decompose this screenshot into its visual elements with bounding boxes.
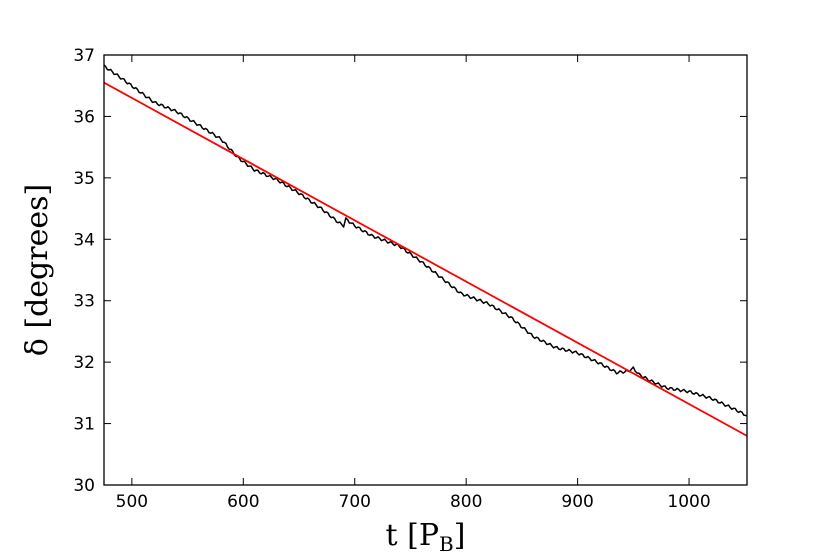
x-tick-label: 500 xyxy=(116,492,148,512)
data-line xyxy=(103,64,748,417)
y-tick-label: 36 xyxy=(73,107,95,127)
y-tick-label: 32 xyxy=(73,353,95,373)
y-axis-title: δ [degrees] xyxy=(20,184,55,356)
y-tick-label: 37 xyxy=(73,46,95,66)
x-axis-title: t [PB] xyxy=(386,518,466,554)
y-tick-label: 34 xyxy=(73,230,95,250)
x-axis-title-close: ] xyxy=(454,518,466,553)
tick-labels-layer: 500 600 700 800 900 1000 30 31 32 33 34 35 36 37 xyxy=(73,46,710,512)
x-tick-label: 900 xyxy=(561,492,593,512)
y-tick-label: 33 xyxy=(73,292,95,312)
y-tick-label: 30 xyxy=(73,476,95,496)
series-layer xyxy=(103,64,748,437)
plot-frame xyxy=(103,54,748,486)
x-tick-label: 1000 xyxy=(667,492,710,512)
x-tick-label: 800 xyxy=(450,492,482,512)
x-tick-label: 700 xyxy=(339,492,371,512)
y-tick-label: 35 xyxy=(73,169,95,189)
y-tick-label: 31 xyxy=(73,415,95,435)
x-axis-title-subscript: B xyxy=(439,532,454,554)
fit-line xyxy=(103,81,748,437)
ticks-layer xyxy=(104,54,747,486)
x-axis-title-main: t [P xyxy=(386,518,439,553)
x-tick-label: 600 xyxy=(227,492,259,512)
